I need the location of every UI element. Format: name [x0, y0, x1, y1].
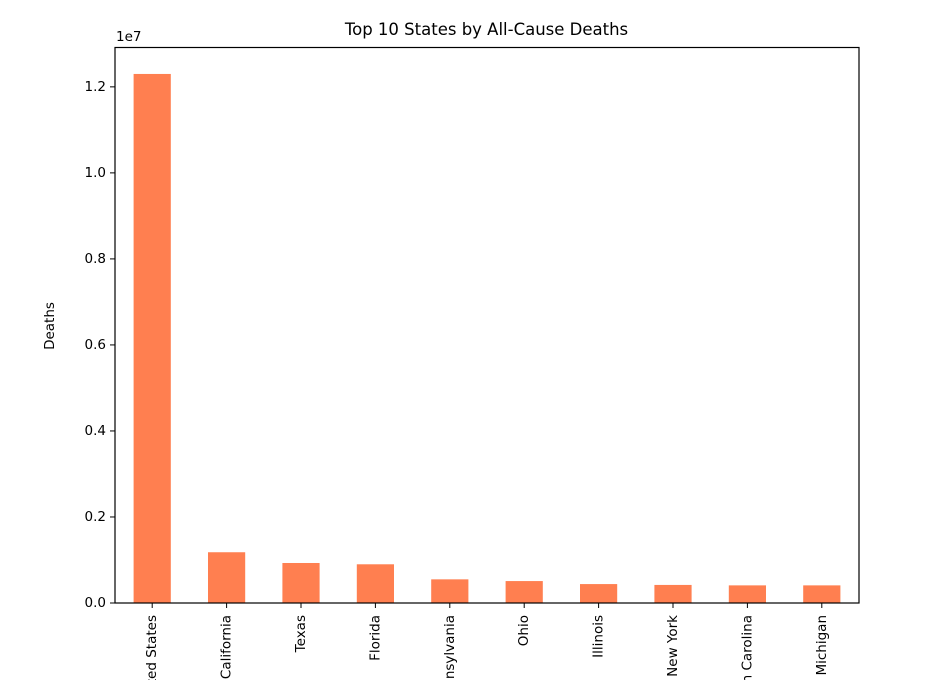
y-tick-label: 0.2	[85, 509, 106, 525]
bar	[803, 585, 841, 603]
bars-group	[133, 73, 841, 603]
y-tick-label: 0.8	[85, 251, 106, 267]
x-tick-label: Michigan	[814, 615, 830, 676]
y-axis-label: Deaths	[42, 302, 58, 350]
bar	[654, 584, 692, 603]
x-tick-label: California	[219, 615, 235, 679]
x-tick-label: Pennsylvania	[442, 615, 458, 680]
x-tick-label: Ohio	[516, 615, 532, 646]
bar	[431, 579, 469, 603]
x-tick-label: North Carolina	[739, 615, 755, 680]
x-tick-label: Texas	[293, 615, 309, 653]
bar	[728, 585, 766, 603]
bar	[580, 584, 618, 603]
x-axis-ticks: United States California Texas Florida Penns…	[144, 603, 830, 680]
bar	[282, 562, 320, 603]
y-axis-ticks: 0.0 0.2 0.4 0.6 0.8 1.0 1.2	[85, 79, 115, 611]
x-tick-label: Illinois	[591, 615, 607, 658]
y-tick-label: 1.2	[85, 79, 106, 95]
chart-title: Top 10 States by All-Cause Deaths	[344, 20, 628, 39]
bar	[356, 564, 394, 603]
plot-frame	[114, 46, 860, 604]
bar	[505, 581, 543, 603]
y-tick-label: 0.6	[85, 337, 106, 353]
y-tick-label: 1.0	[85, 165, 106, 181]
x-tick-label: Florida	[367, 615, 383, 661]
y-tick-label: 0.4	[85, 423, 106, 439]
bar	[208, 552, 246, 603]
y-tick-label: 0.0	[85, 595, 106, 611]
y-axis-offset-label: 1e7	[116, 29, 141, 45]
bar	[133, 73, 171, 603]
x-tick-label: New York	[665, 615, 681, 677]
x-tick-label: United States	[144, 615, 160, 680]
